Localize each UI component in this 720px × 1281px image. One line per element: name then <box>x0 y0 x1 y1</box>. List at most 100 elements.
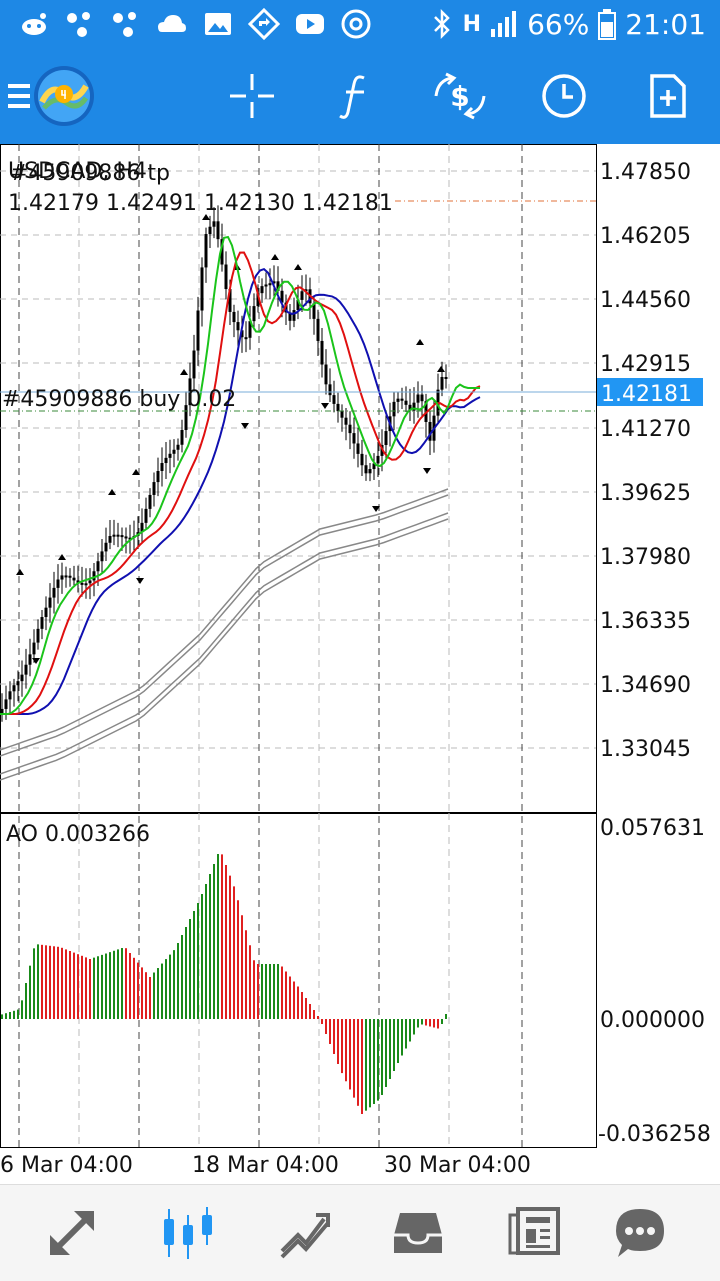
envelope-line <box>0 512 449 775</box>
moving-averages <box>0 235 481 715</box>
candle-body <box>376 455 380 464</box>
fractal-arrow <box>372 506 380 512</box>
quotes-icon[interactable] <box>42 1203 102 1263</box>
candle-body <box>420 394 424 402</box>
candle-body <box>344 417 348 425</box>
news-icon[interactable] <box>504 1203 564 1263</box>
candle-body <box>320 340 324 365</box>
candle-body <box>256 293 260 307</box>
candle-body <box>32 642 36 655</box>
indicators-icon[interactable] <box>326 66 386 126</box>
time-tick: 6 Mar 04:00 <box>0 1153 133 1178</box>
candle-body <box>156 471 160 483</box>
candle-body <box>16 681 20 686</box>
candle-body <box>88 580 92 584</box>
chart-icon[interactable] <box>158 1203 218 1263</box>
candle-body <box>408 404 412 411</box>
mt4-logo[interactable] <box>32 64 96 128</box>
fractal-arrow <box>423 468 431 474</box>
status-right: H 66% 21:01 <box>429 0 706 48</box>
reddit-icon <box>22 13 46 35</box>
chat-icon[interactable] <box>610 1203 670 1263</box>
candle-body <box>112 534 116 537</box>
candles <box>0 205 448 722</box>
candle-body <box>72 577 76 581</box>
chrome-icon <box>341 9 371 39</box>
candle-body <box>28 654 32 665</box>
candle-body <box>412 402 416 411</box>
main-chart-frame <box>0 144 597 813</box>
new-order-icon[interactable] <box>638 66 698 126</box>
ao-tick: -0.036258 <box>598 1122 711 1147</box>
candle-body <box>404 400 408 405</box>
candle-body <box>96 561 100 572</box>
candle-body <box>340 411 344 418</box>
candle-body <box>84 583 88 586</box>
history-icon[interactable] <box>388 1203 448 1263</box>
price-tick: 1.39625 <box>600 481 691 506</box>
candle-body <box>292 310 296 321</box>
candle-body <box>68 575 72 578</box>
candle-body <box>268 283 272 286</box>
ma-fast-line <box>0 235 480 715</box>
candle-body <box>144 508 148 523</box>
image-icon <box>205 13 231 35</box>
candle-body <box>364 465 368 474</box>
candle-body <box>12 685 16 692</box>
candle-body <box>60 575 64 580</box>
candle-body <box>124 536 128 539</box>
candle-body <box>372 463 376 470</box>
ao-tick: 0.057631 <box>600 816 705 841</box>
trade-currency-icon[interactable]: $ <box>430 66 490 126</box>
candle-body <box>36 628 40 643</box>
candle-body <box>336 403 340 412</box>
envelope-line <box>0 488 449 751</box>
candle-body <box>24 664 28 675</box>
candle-body <box>108 536 112 543</box>
candle-body <box>64 575 68 578</box>
top-toolbar: $ <box>0 48 720 144</box>
candle-body <box>216 221 220 240</box>
crosshair-icon[interactable] <box>222 66 282 126</box>
candle-body <box>352 433 356 444</box>
envelope-lines <box>0 488 449 781</box>
ma-mid-line <box>0 251 481 715</box>
fractal-arrow <box>271 254 279 260</box>
envelope-line <box>0 494 449 757</box>
price-tick: 1.41270 <box>600 417 691 442</box>
order-tp-label: #45909886 tp <box>10 161 170 186</box>
fractal-arrow <box>16 569 24 575</box>
candle-body <box>128 537 132 540</box>
molecule-icon <box>67 12 90 37</box>
candle-body <box>192 350 196 379</box>
ao-histogram <box>1 854 447 1114</box>
trade-icon[interactable] <box>274 1203 334 1263</box>
price-tick: 1.33045 <box>600 737 691 762</box>
candle-body <box>252 306 256 322</box>
candle-body <box>316 318 320 341</box>
candle-body <box>48 597 52 608</box>
candle-body <box>228 289 232 312</box>
candle-body <box>76 580 80 583</box>
cloud-icon <box>158 15 186 32</box>
candle-body <box>204 234 208 268</box>
bottom-nav <box>0 1184 720 1281</box>
youtube-icon <box>296 14 324 34</box>
candle-body <box>92 571 96 581</box>
candle-body <box>360 453 364 466</box>
candle-body <box>400 398 404 401</box>
timeframe-clock-icon[interactable] <box>534 66 594 126</box>
candle-body <box>416 394 420 403</box>
candle-body <box>160 463 164 472</box>
price-tick: 1.36335 <box>600 609 691 634</box>
chart-area[interactable]: #45909886 tp USDCAD, H4 1.42179 1.42491 … <box>0 144 720 1184</box>
candle-body <box>140 522 144 533</box>
chart-canvas[interactable]: #45909886 tp USDCAD, H4 1.42179 1.42491 … <box>0 144 720 1184</box>
menu-icon[interactable] <box>0 66 48 126</box>
fractal-arrow <box>132 469 140 475</box>
price-tick: 1.47850 <box>600 160 691 185</box>
candle-body <box>356 443 360 454</box>
fractal-arrow <box>202 214 210 220</box>
candle-body <box>300 291 304 300</box>
candle-body <box>232 311 236 323</box>
